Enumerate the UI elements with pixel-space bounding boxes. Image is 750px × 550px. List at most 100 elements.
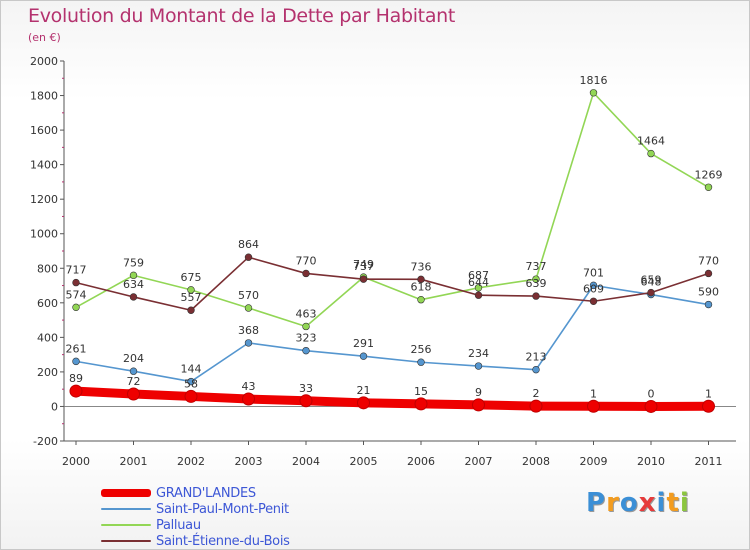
x-tick-label: 2009 bbox=[580, 455, 608, 468]
data-point bbox=[242, 392, 255, 406]
data-point bbox=[647, 288, 655, 297]
data-label: 570 bbox=[238, 289, 259, 302]
data-point bbox=[474, 284, 483, 292]
data-label: 291 bbox=[353, 337, 374, 350]
y-tick-label: 1400 bbox=[30, 159, 58, 172]
data-point bbox=[359, 352, 368, 360]
data-label: 144 bbox=[181, 363, 202, 376]
series-line bbox=[75, 91, 710, 328]
data-point bbox=[187, 286, 195, 294]
data-label: 204 bbox=[123, 352, 144, 365]
data-label: 1 bbox=[705, 387, 712, 400]
legend-swatch bbox=[101, 540, 151, 542]
legend-label: Saint-Paul-Mont-Penit bbox=[156, 501, 289, 517]
legend-item: Saint-Étienne-du-Bois bbox=[101, 533, 290, 549]
data-point bbox=[357, 396, 370, 410]
data-label: 261 bbox=[66, 342, 87, 355]
data-point bbox=[184, 389, 198, 403]
data-label: 574 bbox=[66, 288, 87, 301]
data-point bbox=[302, 322, 310, 331]
data-point bbox=[704, 183, 713, 191]
x-tick-label: 2000 bbox=[62, 455, 90, 468]
legend-label: Palluau bbox=[156, 517, 201, 533]
series-line bbox=[71, 386, 713, 411]
data-label: 717 bbox=[66, 264, 87, 277]
data-point bbox=[302, 346, 310, 355]
x-tick-label: 2001 bbox=[120, 455, 148, 468]
data-label: 1816 bbox=[580, 74, 608, 87]
data-label: 2 bbox=[533, 387, 540, 400]
y-tick-label: -200 bbox=[33, 435, 58, 448]
y-tick-label: 800 bbox=[37, 262, 58, 275]
y-tick-label: 1000 bbox=[30, 228, 58, 241]
data-label: 609 bbox=[583, 282, 604, 295]
x-tick-label: 2006 bbox=[407, 455, 435, 468]
data-label: 659 bbox=[641, 274, 662, 287]
data-label: 701 bbox=[583, 266, 604, 279]
data-point bbox=[704, 300, 713, 309]
data-label: 590 bbox=[698, 286, 719, 299]
x-tick-label: 2002 bbox=[177, 455, 205, 468]
data-point bbox=[187, 306, 195, 314]
data-point bbox=[417, 275, 425, 284]
legend-swatch bbox=[101, 508, 151, 510]
logo-letter: i bbox=[656, 488, 667, 518]
data-point bbox=[702, 399, 715, 413]
proxiti-logo: Proxiti bbox=[586, 488, 690, 518]
data-point bbox=[589, 297, 598, 305]
data-point bbox=[302, 269, 310, 278]
data-label: 648 bbox=[641, 276, 662, 289]
data-point bbox=[299, 394, 313, 408]
data-label: 368 bbox=[238, 324, 259, 337]
data-point bbox=[129, 293, 138, 301]
x-tick-label: 2008 bbox=[522, 455, 550, 468]
data-label: 213 bbox=[526, 351, 547, 364]
logo-letter: o bbox=[619, 488, 639, 518]
data-label: 21 bbox=[357, 384, 371, 397]
data-point bbox=[417, 358, 425, 366]
data-point bbox=[532, 365, 540, 374]
data-label: 58 bbox=[184, 377, 198, 390]
x-tick-label: 2005 bbox=[350, 455, 378, 468]
data-point bbox=[72, 303, 80, 312]
data-label: 9 bbox=[475, 386, 482, 399]
data-label: 463 bbox=[296, 307, 317, 320]
data-label: 634 bbox=[123, 278, 144, 291]
data-label: 557 bbox=[181, 291, 202, 304]
data-point bbox=[417, 296, 425, 304]
logo-letter: P bbox=[586, 488, 607, 518]
data-label: 639 bbox=[526, 277, 547, 290]
logo-letter: x bbox=[638, 488, 657, 518]
x-tick-label: 2004 bbox=[292, 455, 320, 468]
data-label: 0 bbox=[648, 387, 655, 400]
data-label: 1464 bbox=[637, 135, 665, 148]
x-tick-label: 2003 bbox=[235, 455, 263, 468]
data-point bbox=[244, 339, 253, 347]
series-line bbox=[75, 284, 710, 383]
legend-swatch bbox=[101, 524, 151, 526]
y-tick-label: 1600 bbox=[30, 124, 58, 137]
chart-subtitle: (en €) bbox=[28, 31, 61, 44]
data-label: 737 bbox=[526, 260, 547, 273]
data-label: 687 bbox=[468, 269, 489, 282]
chart-title: Evolution du Montant de la Dette par Hab… bbox=[28, 5, 456, 27]
data-point bbox=[72, 278, 80, 287]
data-label: 1 bbox=[590, 387, 597, 400]
data-label: 864 bbox=[238, 238, 259, 251]
y-tick-label: 1800 bbox=[30, 90, 58, 103]
data-point bbox=[69, 384, 83, 398]
logo-letter: i bbox=[679, 488, 690, 518]
data-point bbox=[474, 362, 483, 370]
data-label: 770 bbox=[698, 254, 719, 267]
data-point bbox=[72, 357, 80, 366]
data-label: 644 bbox=[468, 276, 489, 289]
x-tick-label: 2010 bbox=[637, 455, 665, 468]
data-point bbox=[472, 398, 485, 412]
data-label: 89 bbox=[69, 372, 83, 385]
y-tick-label: 200 bbox=[37, 366, 58, 379]
data-label: 737 bbox=[353, 260, 374, 273]
data-point bbox=[187, 377, 195, 386]
y-tick-label: 0 bbox=[51, 400, 58, 413]
data-point bbox=[704, 269, 713, 278]
